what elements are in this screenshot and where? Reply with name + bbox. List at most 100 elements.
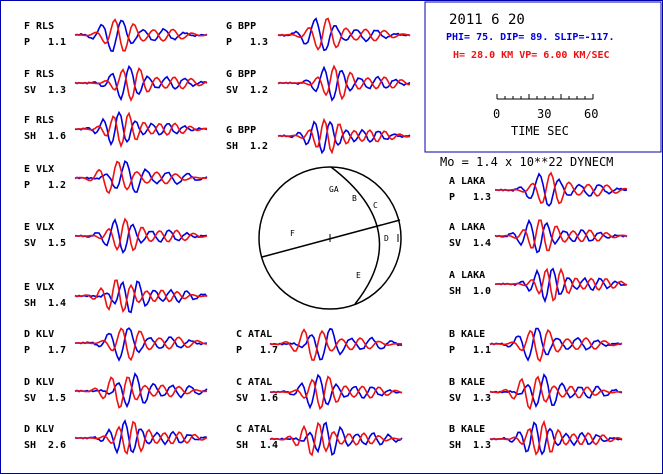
synthetic-waveform xyxy=(74,18,208,52)
observed-waveform xyxy=(494,172,628,207)
station-label: D KLV xyxy=(24,424,54,435)
amplitude-label: 1.4 xyxy=(260,440,278,451)
time-tick-30: 30 xyxy=(537,107,551,121)
component-label: SV xyxy=(226,85,238,96)
station-label: C ATAL xyxy=(236,377,272,388)
synthetic-waveform xyxy=(75,327,208,362)
observed-waveform xyxy=(74,160,208,193)
amplitude-label: 1.3 xyxy=(473,440,491,451)
amplitude-label: 1.1 xyxy=(48,37,66,48)
amplitude-label: 1.2 xyxy=(250,85,268,96)
waveform-panel: C ATAL P 1.7 xyxy=(236,327,403,361)
focal-mechanism: GA B C D F E xyxy=(258,166,402,310)
amplitude-label: 1.7 xyxy=(48,345,66,356)
station-label: E VLX xyxy=(24,164,54,175)
amplitude-label: 1.3 xyxy=(48,85,66,96)
component-label: SH xyxy=(449,440,461,451)
waveform-panel: A LAKA SV 1.4 xyxy=(449,218,628,254)
synthetic-waveform xyxy=(74,279,208,314)
waveform-panel: G BPP SV 1.2 xyxy=(226,64,411,102)
synthetic-waveform xyxy=(495,267,628,302)
waveform-panel: E VLX SH 1.4 xyxy=(24,279,208,314)
amplitude-label: 1.5 xyxy=(48,238,66,249)
time-scale-bar: 0 30 60 TIME SEC xyxy=(493,94,598,138)
beachball-label-d: D xyxy=(384,234,389,243)
amplitude-label: 1.3 xyxy=(250,37,268,48)
observed-waveform xyxy=(74,217,208,254)
waveform-panel: G BPP SH 1.2 xyxy=(226,117,411,155)
beachball-label-b: B xyxy=(352,194,357,203)
mechanism-label: PHI= 75. DIP= 89. SLIP=-117. xyxy=(446,32,615,43)
component-label: P xyxy=(236,345,242,356)
waveform-panel: E VLX P 1.2 xyxy=(24,160,208,195)
synthetic-waveform xyxy=(75,217,208,252)
time-axis-label: TIME SEC xyxy=(511,124,569,138)
component-label: P xyxy=(449,192,455,203)
amplitude-label: 1.3 xyxy=(473,393,491,404)
time-tick-0: 0 xyxy=(493,107,500,121)
observed-waveform xyxy=(277,120,411,155)
waveform-panel: A LAKA SH 1.0 xyxy=(449,267,628,304)
synthetic-waveform xyxy=(74,160,208,195)
amplitude-label: 1.7 xyxy=(260,345,278,356)
synthetic-waveform xyxy=(278,17,411,51)
component-label: SV xyxy=(24,393,36,404)
nodal-plane-1 xyxy=(330,166,381,305)
component-label: SH xyxy=(226,141,238,152)
amplitude-label: 1.2 xyxy=(48,180,66,191)
synthetic-waveform xyxy=(270,375,403,411)
component-label: SV xyxy=(24,238,36,249)
amplitude-label: 1.0 xyxy=(473,286,491,297)
component-label: SV xyxy=(24,85,36,96)
observed-waveform xyxy=(269,373,403,410)
synthetic-waveform xyxy=(490,328,623,363)
component-label: P xyxy=(24,345,30,356)
station-label: G BPP xyxy=(226,69,256,80)
synthetic-waveform xyxy=(278,64,411,101)
observed-waveform xyxy=(74,327,208,362)
synthetic-waveform xyxy=(269,421,402,457)
amplitude-label: 1.4 xyxy=(48,298,66,309)
waveform-panel: B KALE P 1.1 xyxy=(449,327,623,363)
station-label: F RLS xyxy=(24,21,54,32)
observed-waveform xyxy=(489,327,623,362)
station-label: C ATAL xyxy=(236,424,272,435)
station-label: A LAKA xyxy=(449,222,485,233)
station-label: B KALE xyxy=(449,424,485,435)
component-label: P xyxy=(226,37,232,48)
component-label: SV xyxy=(236,393,248,404)
station-label: B KALE xyxy=(449,377,485,388)
component-label: SV xyxy=(449,393,461,404)
amplitude-label: 1.1 xyxy=(473,345,491,356)
synthetic-waveform xyxy=(495,171,628,205)
synthetic-waveform xyxy=(489,375,623,411)
beachball-label-ga: GA xyxy=(329,185,339,194)
amplitude-label: 1.3 xyxy=(473,192,491,203)
component-label: P xyxy=(449,345,455,356)
header-box xyxy=(424,1,662,153)
waveform-panel: E VLX SV 1.5 xyxy=(24,217,208,254)
time-tick-60: 60 xyxy=(584,107,598,121)
station-label: G BPP xyxy=(226,125,256,136)
station-label: E VLX xyxy=(24,282,54,293)
waveform-panel: D KLV SV 1.5 xyxy=(24,371,208,409)
station-label: A LAKA xyxy=(449,176,485,187)
component-label: SH xyxy=(449,286,461,297)
amplitude-label: 1.2 xyxy=(250,141,268,152)
station-label: D KLV xyxy=(24,377,54,388)
event-date: 2011 6 20 xyxy=(449,12,525,28)
waveform-panel: F RLS SV 1.3 xyxy=(24,64,208,103)
beachball-label-f: F xyxy=(290,229,295,238)
observed-waveform xyxy=(489,421,623,456)
component-label: SH xyxy=(24,131,36,142)
station-label: E VLX xyxy=(24,222,54,233)
synthetic-waveform xyxy=(269,328,403,361)
amplitude-label: 2.6 xyxy=(48,440,66,451)
synthetic-waveform xyxy=(490,419,623,456)
beachball-label-e: E xyxy=(356,271,361,280)
waveform-panel: C ATAL SV 1.6 xyxy=(236,373,403,411)
synthetic-waveform xyxy=(495,219,628,252)
amplitude-label: 1.5 xyxy=(48,393,66,404)
